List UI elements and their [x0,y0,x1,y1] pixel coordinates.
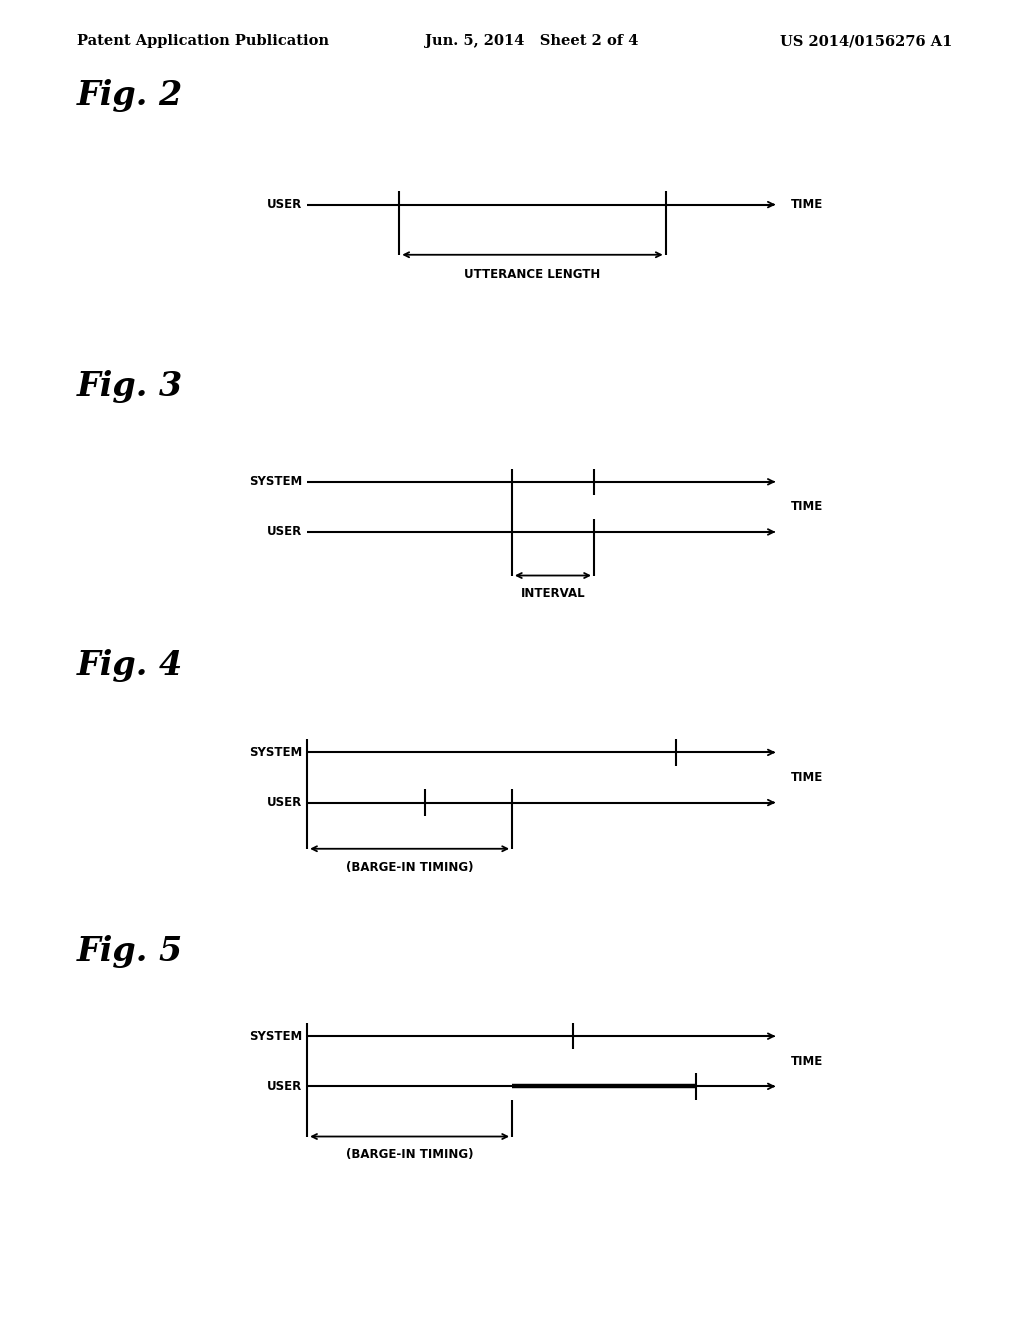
Text: Patent Application Publication: Patent Application Publication [77,34,329,49]
Text: Jun. 5, 2014   Sheet 2 of 4: Jun. 5, 2014 Sheet 2 of 4 [425,34,638,49]
Text: TIME: TIME [791,198,822,211]
Text: TIME: TIME [791,771,822,784]
Text: UTTERANCE LENGTH: UTTERANCE LENGTH [464,268,601,281]
Text: INTERVAL: INTERVAL [520,587,586,601]
Text: TIME: TIME [791,500,822,513]
Text: SYSTEM: SYSTEM [249,1030,302,1043]
Text: Fig. 4: Fig. 4 [77,649,183,682]
Text: (BARGE-IN TIMING): (BARGE-IN TIMING) [346,1148,473,1162]
Text: US 2014/0156276 A1: US 2014/0156276 A1 [780,34,952,49]
Text: Fig. 3: Fig. 3 [77,370,183,403]
Text: USER: USER [267,1080,302,1093]
Text: SYSTEM: SYSTEM [249,746,302,759]
Text: (BARGE-IN TIMING): (BARGE-IN TIMING) [346,861,473,874]
Text: SYSTEM: SYSTEM [249,475,302,488]
Text: Fig. 2: Fig. 2 [77,79,183,112]
Text: USER: USER [267,525,302,539]
Text: USER: USER [267,198,302,211]
Text: TIME: TIME [791,1055,822,1068]
Text: USER: USER [267,796,302,809]
Text: Fig. 5: Fig. 5 [77,935,183,968]
